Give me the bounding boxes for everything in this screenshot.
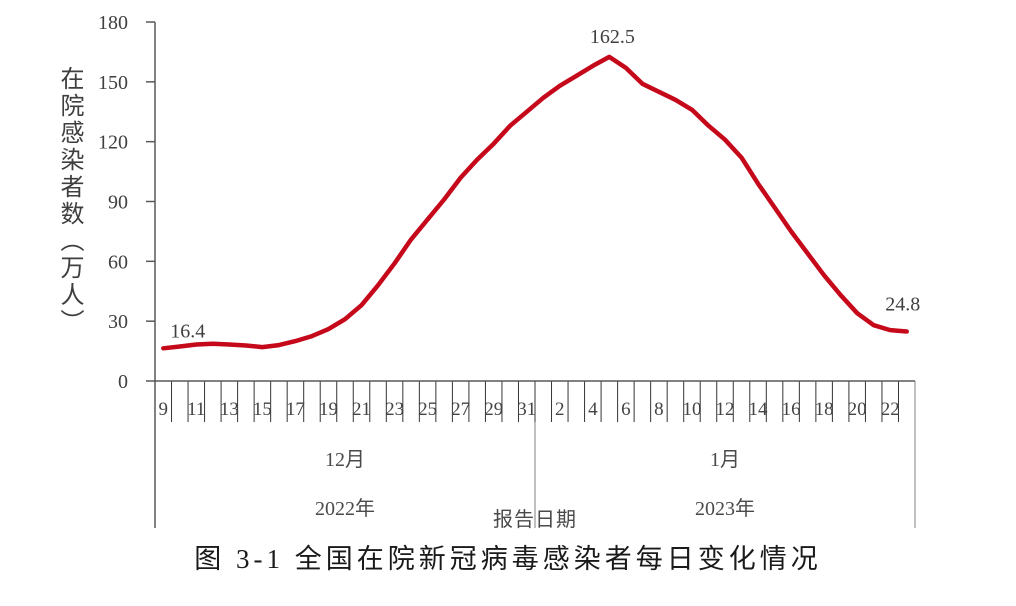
- x-tick-label: 8: [654, 399, 664, 420]
- month-label: 1月: [710, 449, 740, 471]
- x-tick-label: 16: [782, 399, 801, 420]
- year-label: 2023年: [695, 497, 755, 520]
- x-tick-label: 14: [749, 399, 769, 420]
- x-tick-label: 31: [517, 399, 536, 420]
- month-label: 12月: [325, 449, 365, 471]
- x-tick-label: 22: [881, 399, 900, 420]
- x-tick-label: 29: [484, 399, 503, 420]
- x-tick-label: 11: [187, 399, 205, 420]
- chart-title: 图 3-1 全国在院新冠病毒感染者每日变化情况: [194, 544, 822, 574]
- data-line: [161, 54, 909, 351]
- y-tick-label: 120: [98, 132, 128, 154]
- x-tick-label: 13: [220, 399, 239, 420]
- x-tick-label: 17: [286, 399, 305, 420]
- x-tick-label: 4: [588, 399, 598, 420]
- x-tick-label: 12: [716, 399, 735, 420]
- x-tick-label: 21: [352, 399, 371, 420]
- y-tick-label: 60: [108, 251, 128, 273]
- x-tick-label: 9: [159, 399, 169, 420]
- data-label: 16.4: [170, 320, 205, 342]
- year-label: 2022年: [315, 497, 375, 520]
- x-tick-label: 23: [385, 399, 404, 420]
- x-tick-label: 20: [848, 399, 867, 420]
- x-tick-label: 6: [621, 399, 631, 420]
- data-label: 162.5: [590, 26, 635, 48]
- y-tick-label: 30: [108, 311, 128, 333]
- data-label: 24.8: [885, 294, 920, 316]
- x-tick-label: 10: [682, 399, 701, 420]
- x-tick-label: 19: [319, 399, 338, 420]
- y-tick-label: 150: [98, 72, 128, 94]
- x-tick-label: 2: [555, 399, 565, 420]
- y-tick-label: 0: [118, 371, 128, 393]
- y-axis-title: 在院感染者数（万人）: [56, 66, 82, 336]
- y-tick-label: 180: [98, 12, 128, 34]
- x-axis-title: 报告日期: [493, 508, 577, 531]
- x-tick-label: 25: [418, 399, 437, 420]
- y-tick-label: 90: [108, 192, 128, 214]
- x-tick-label: 27: [451, 399, 470, 420]
- x-tick-label: 18: [815, 399, 834, 420]
- x-tick-label: 15: [253, 399, 272, 420]
